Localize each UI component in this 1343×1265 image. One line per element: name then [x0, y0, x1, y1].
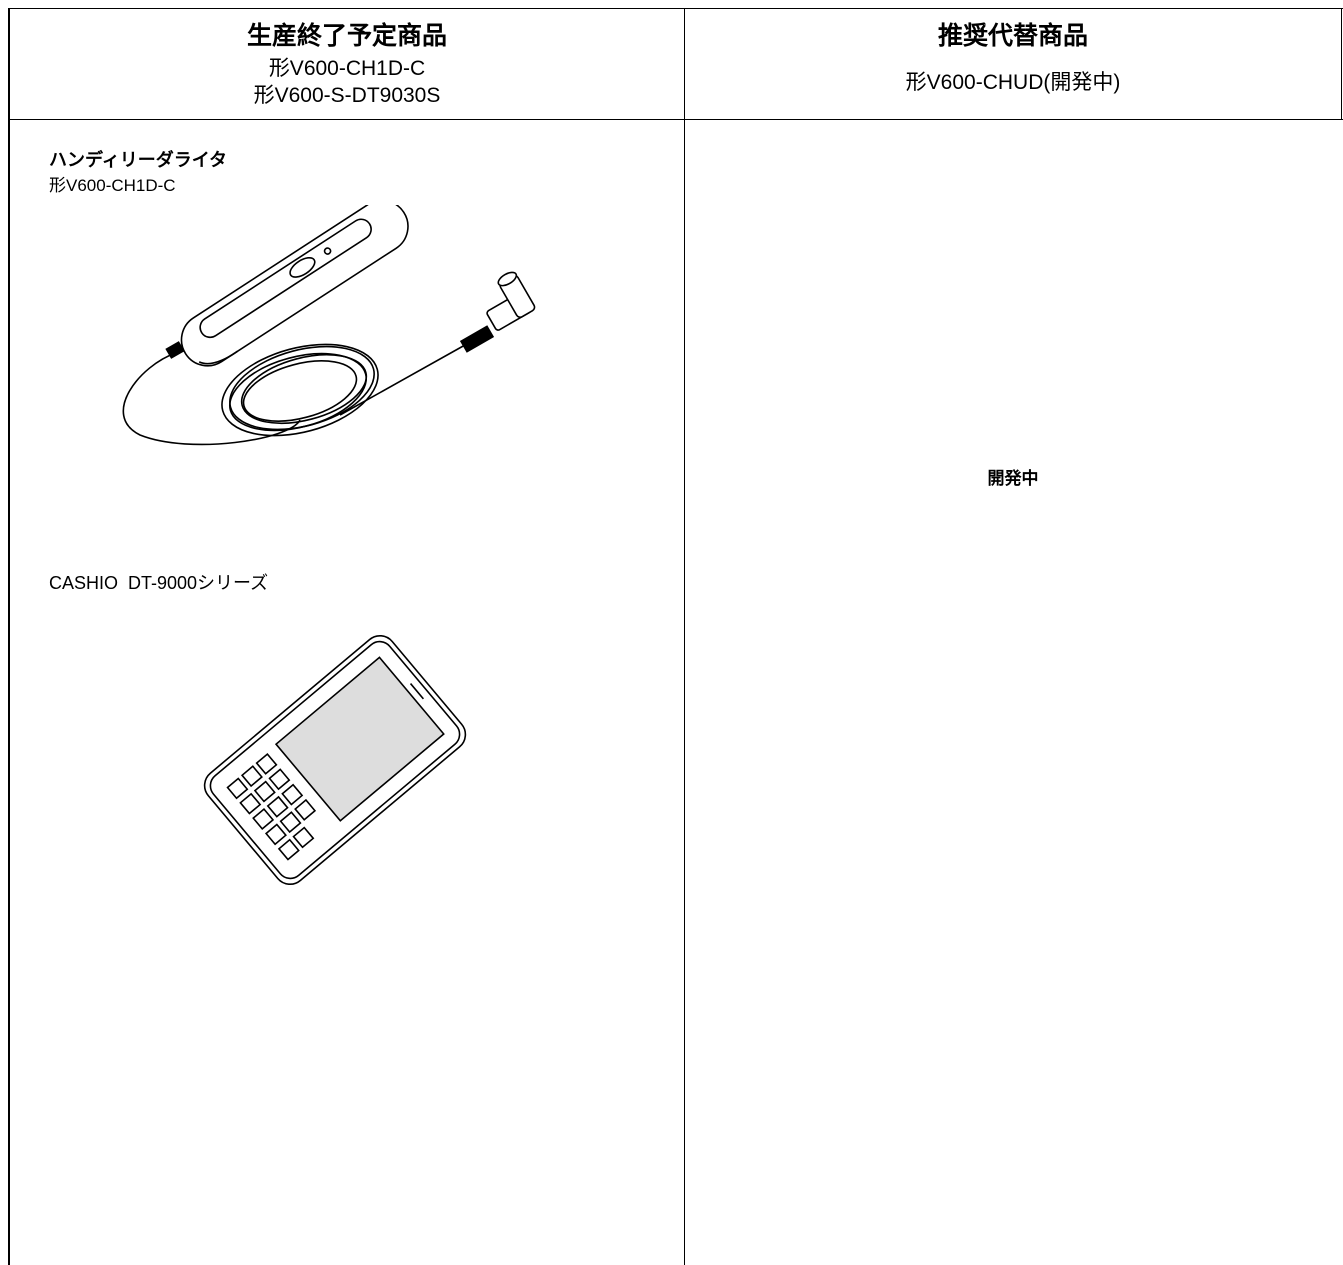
- terminal-illustration: [203, 634, 467, 886]
- border-left: [8, 8, 10, 1265]
- reader-illustration: [122, 205, 536, 446]
- product-model: 形V600-CH1D-C: [49, 176, 176, 195]
- column-divider: [684, 8, 685, 1265]
- header-title: 推奨代替商品: [937, 22, 1089, 50]
- status-text: 開発中: [987, 469, 1039, 488]
- header-divider: [8, 119, 1343, 120]
- header-title: 生産終了予定商品: [246, 22, 448, 50]
- product-title: ハンディリーダライタ: [49, 150, 228, 170]
- header-model: 形V600-CHUD(開発中): [905, 71, 1121, 94]
- header-model: 形V600-S-DT9030S: [253, 84, 441, 107]
- header-model: 形V600-CH1D-C: [268, 57, 426, 80]
- product-title: CASHIO DT-9000シリーズ: [49, 573, 269, 593]
- border-top: [8, 8, 1343, 9]
- border-right: [1341, 8, 1342, 120]
